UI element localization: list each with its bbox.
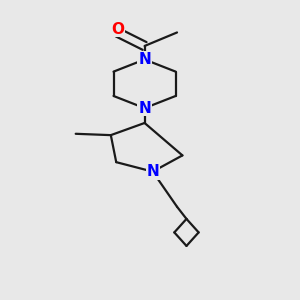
Text: N: N	[138, 52, 151, 67]
Text: N: N	[146, 164, 159, 179]
Text: N: N	[138, 100, 151, 116]
Text: O: O	[111, 22, 124, 37]
